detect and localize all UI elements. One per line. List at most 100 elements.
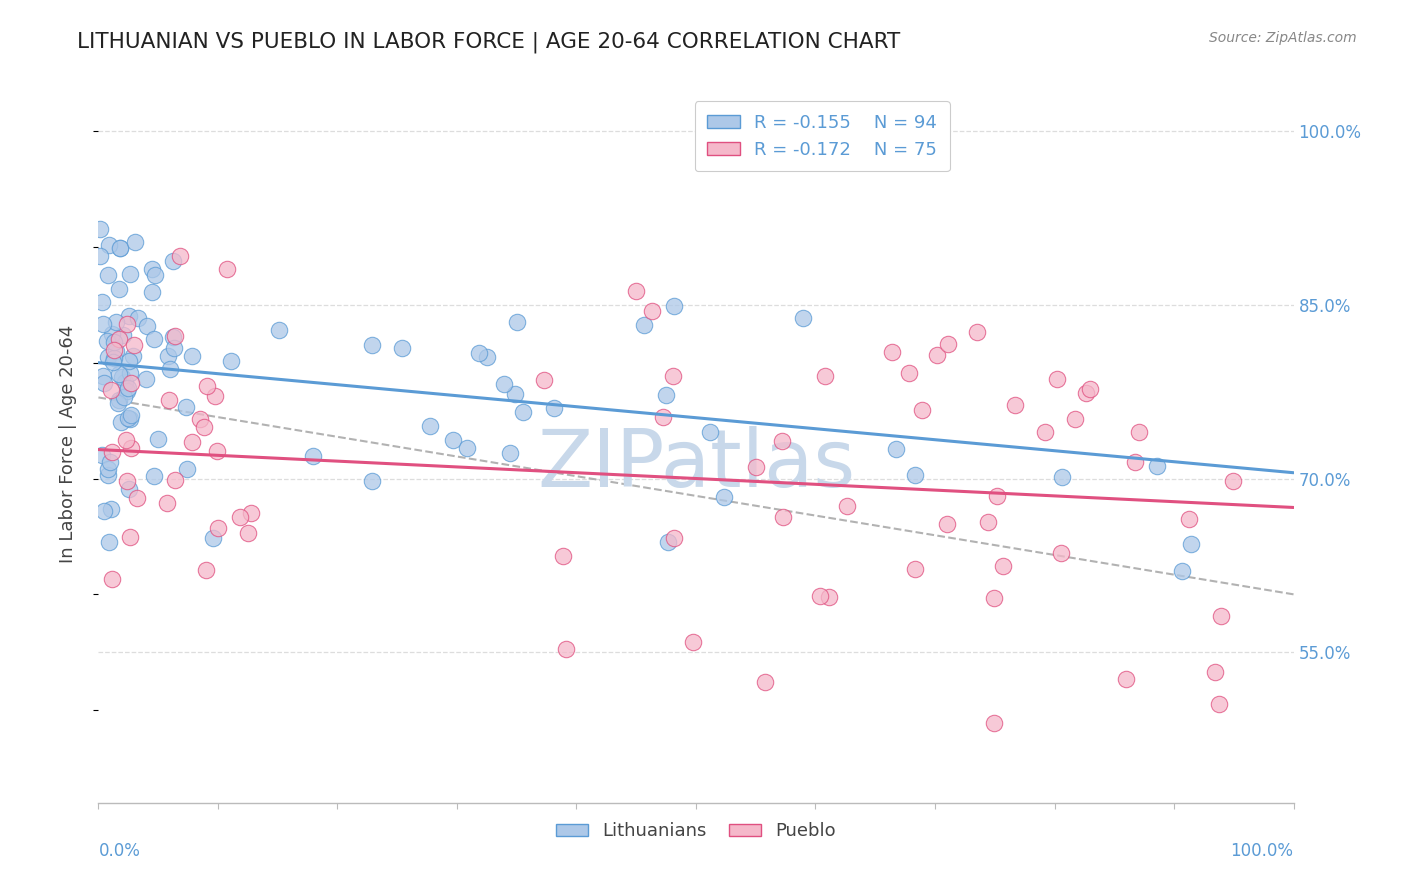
Point xyxy=(120,366,142,380)
Point xyxy=(207,521,229,535)
Point xyxy=(228,510,250,524)
Point xyxy=(97,468,120,483)
Point xyxy=(97,350,120,364)
Point xyxy=(555,642,578,657)
Point xyxy=(157,393,180,408)
Point xyxy=(142,332,165,346)
Point xyxy=(553,549,575,564)
Point xyxy=(543,401,565,415)
Point xyxy=(1033,425,1056,440)
Point xyxy=(205,443,228,458)
Text: 100.0%: 100.0% xyxy=(1230,842,1294,860)
Point xyxy=(533,373,555,387)
Point xyxy=(176,462,198,476)
Point xyxy=(180,349,202,363)
Point xyxy=(112,390,135,404)
Point xyxy=(904,467,927,482)
Point xyxy=(98,535,121,549)
Point xyxy=(935,516,957,531)
Point xyxy=(983,591,1005,606)
Point xyxy=(302,449,325,463)
Point xyxy=(188,412,211,426)
Text: LITHUANIAN VS PUEBLO IN LABOR FORCE | AGE 20-64 CORRELATION CHART: LITHUANIAN VS PUEBLO IN LABOR FORCE | AG… xyxy=(77,31,901,53)
Point xyxy=(174,401,197,415)
Point xyxy=(159,362,181,376)
Point xyxy=(163,341,186,355)
Point xyxy=(204,389,226,403)
Point xyxy=(165,329,187,343)
Point xyxy=(1046,371,1069,385)
Point xyxy=(492,377,515,392)
Point xyxy=(103,334,125,349)
Point xyxy=(110,242,132,256)
Point xyxy=(121,376,143,390)
Point xyxy=(904,561,927,575)
Point xyxy=(419,418,441,433)
Point xyxy=(122,349,145,363)
Point xyxy=(157,350,180,364)
Point xyxy=(110,415,132,429)
Point xyxy=(1076,386,1098,401)
Point xyxy=(505,386,527,401)
Point xyxy=(219,354,242,368)
Point xyxy=(1123,455,1146,469)
Point xyxy=(104,344,127,359)
Point xyxy=(108,367,131,381)
Point xyxy=(93,504,115,518)
Point xyxy=(93,376,115,390)
Text: ZIPatlas: ZIPatlas xyxy=(537,426,855,504)
Point xyxy=(361,474,384,488)
Point xyxy=(754,675,776,690)
Point xyxy=(181,435,204,450)
Point xyxy=(240,506,263,520)
Point xyxy=(100,383,122,397)
Point xyxy=(966,325,988,339)
Point xyxy=(938,337,960,351)
Point xyxy=(111,369,134,384)
Point xyxy=(115,318,138,332)
Point xyxy=(1204,665,1226,679)
Point xyxy=(91,317,114,331)
Point xyxy=(103,343,125,357)
Point xyxy=(101,445,124,459)
Point xyxy=(624,285,647,299)
Legend: Lithuanians, Pueblo: Lithuanians, Pueblo xyxy=(548,815,844,847)
Point xyxy=(468,346,491,360)
Point xyxy=(120,442,142,456)
Point xyxy=(97,268,120,282)
Point xyxy=(195,379,218,393)
Point xyxy=(1050,470,1073,484)
Point xyxy=(107,396,129,410)
Point xyxy=(124,235,146,249)
Point xyxy=(633,318,655,332)
Point xyxy=(127,491,149,505)
Point xyxy=(118,267,141,281)
Point xyxy=(93,369,115,384)
Point xyxy=(993,558,1015,573)
Point xyxy=(97,462,120,476)
Point xyxy=(682,634,704,648)
Point xyxy=(792,311,814,326)
Point xyxy=(441,433,464,447)
Point xyxy=(640,304,662,318)
Point xyxy=(808,589,831,603)
Point xyxy=(662,369,685,384)
Point xyxy=(96,334,118,348)
Point xyxy=(699,425,721,439)
Point xyxy=(818,591,841,605)
Point xyxy=(120,409,142,423)
Point xyxy=(162,254,184,268)
Point xyxy=(103,351,125,365)
Point xyxy=(115,474,138,488)
Point xyxy=(664,299,686,313)
Point xyxy=(122,338,145,352)
Point xyxy=(100,572,122,586)
Point xyxy=(193,420,215,434)
Point xyxy=(98,455,121,469)
Point xyxy=(506,316,529,330)
Point xyxy=(814,369,837,384)
Point xyxy=(664,531,686,545)
Point xyxy=(361,338,384,352)
Point xyxy=(898,366,921,380)
Point xyxy=(1004,398,1026,412)
